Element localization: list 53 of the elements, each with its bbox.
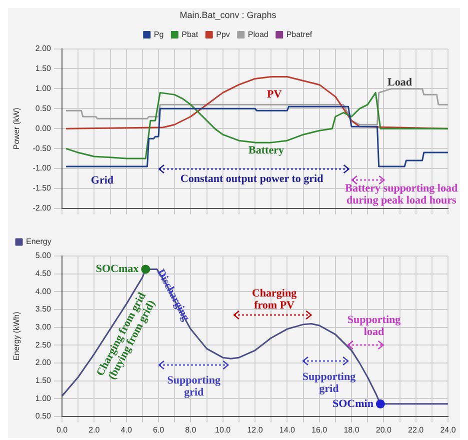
x-tick-label: 0.0 bbox=[56, 425, 68, 434]
x-tick-label: 10.0 bbox=[215, 425, 232, 434]
y-tick-label: -0.50 bbox=[32, 144, 52, 153]
annotation: Supporting load bbox=[347, 314, 402, 338]
annotation: Grid bbox=[90, 174, 114, 186]
x-tick-label: 2.0 bbox=[88, 425, 100, 434]
annotation: Constant output power to grid bbox=[180, 173, 324, 186]
legend-label: Pbat bbox=[182, 30, 199, 40]
y-tick-label: 0.00 bbox=[35, 124, 52, 133]
annotation: Load bbox=[388, 76, 412, 89]
legend-label: Pbatref bbox=[286, 30, 313, 40]
y-tick-label: -2.00 bbox=[32, 204, 52, 213]
y-tick-label: 0.50 bbox=[35, 104, 52, 113]
annotation: Supporting grid bbox=[167, 374, 221, 399]
annotation: Battery bbox=[248, 144, 284, 156]
x-tick-label: 4.0 bbox=[120, 425, 132, 434]
y-axis-title: Power (kW) bbox=[12, 107, 22, 150]
annotation: Charging from PV bbox=[252, 287, 298, 312]
legend-label: Ppv bbox=[216, 30, 230, 40]
y-tick-label: 1.50 bbox=[35, 64, 52, 73]
y-tick-label: 5.00 bbox=[35, 251, 52, 260]
legend-label: Energy bbox=[26, 237, 52, 246]
annotation: Supporting grid bbox=[302, 371, 356, 396]
x-tick-label: 24.0 bbox=[440, 425, 456, 434]
y-tick-label: 1.00 bbox=[35, 394, 52, 403]
x-tick-label: 18.0 bbox=[344, 425, 360, 434]
annotation: Battery supporting load during peak load hours bbox=[345, 182, 458, 206]
x-tick-label: 12.0 bbox=[247, 425, 264, 434]
x-tick-label: 14.0 bbox=[279, 425, 296, 434]
x-tick-label: 16.0 bbox=[312, 425, 328, 434]
y-tick-label: 4.50 bbox=[35, 269, 52, 278]
x-tick-label: 20.0 bbox=[376, 425, 392, 434]
y-tick-label: 2.50 bbox=[35, 340, 52, 350]
y-tick-label: 2.00 bbox=[35, 44, 52, 54]
annotation: SOCmin bbox=[332, 398, 374, 410]
y-tick-label: 4.00 bbox=[35, 286, 52, 296]
x-tick-label: 8.0 bbox=[185, 425, 197, 434]
y-tick-label: 1.00 bbox=[35, 84, 52, 93]
legend-label: Pload bbox=[248, 30, 268, 40]
y-tick-label: 3.00 bbox=[35, 322, 52, 332]
chart-title: Main.Bat_conv : Graphs bbox=[180, 10, 277, 20]
y-tick-label: 0.50 bbox=[35, 412, 52, 421]
y-tick-label: 3.50 bbox=[35, 304, 52, 314]
annotation: PV bbox=[266, 88, 282, 101]
y-tick-label: -1.50 bbox=[32, 184, 52, 193]
annotation: SOCmax bbox=[96, 263, 140, 276]
x-tick-label: 22.0 bbox=[408, 425, 424, 434]
y-axis-title: Energy (kWh) bbox=[12, 311, 22, 361]
y-tick-label: 2.00 bbox=[35, 358, 52, 368]
y-tick-label: -1.00 bbox=[32, 164, 52, 173]
y-tick-label: 1.50 bbox=[35, 376, 52, 385]
legend-label: Pg bbox=[154, 30, 164, 40]
x-tick-label: 6.0 bbox=[152, 425, 165, 434]
